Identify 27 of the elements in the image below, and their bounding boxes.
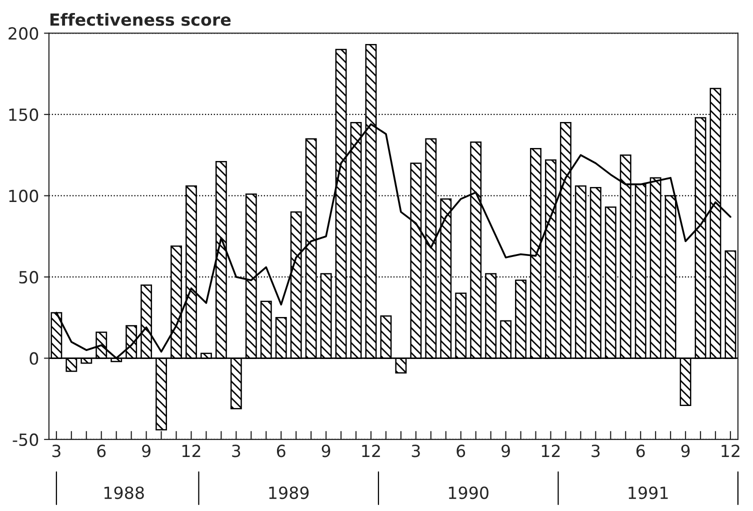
x-tick-label: 6	[456, 444, 466, 458]
y-axis-title: Effectiveness score	[50, 13, 231, 26]
x-tick-label: 3	[232, 444, 240, 458]
x-tick-label: 3	[592, 444, 600, 458]
text: 1990	[448, 486, 488, 500]
x-tick-label: 12	[182, 444, 200, 457]
x-tick-label: 3	[412, 444, 420, 458]
x-tick-label: 3	[52, 444, 60, 458]
x-tick-label: 9	[142, 444, 150, 458]
y-tick-label: 200	[8, 27, 38, 40]
x-tick-label: 9	[322, 444, 330, 458]
x-tick-label: 6	[97, 444, 106, 458]
text: 1988	[104, 486, 144, 500]
y-tick-label: 50	[19, 270, 38, 284]
x-tick-label: 9	[502, 444, 510, 458]
y-tick-label: 150	[9, 108, 38, 122]
x-tick-label: 9	[681, 444, 690, 458]
text: 1991	[628, 486, 668, 500]
y-tick-label: 100	[9, 190, 38, 202]
x-tick-label: 12	[542, 444, 560, 457]
x-tick-label: 6	[636, 444, 645, 458]
text: 1989	[269, 486, 309, 500]
y-tick-label: 0	[30, 352, 38, 365]
x-tick-label: 12	[362, 444, 380, 457]
x-tick-label: 6	[276, 444, 286, 458]
x-tick-label: 12	[722, 444, 740, 457]
y-tick-label: -50	[12, 433, 38, 446]
